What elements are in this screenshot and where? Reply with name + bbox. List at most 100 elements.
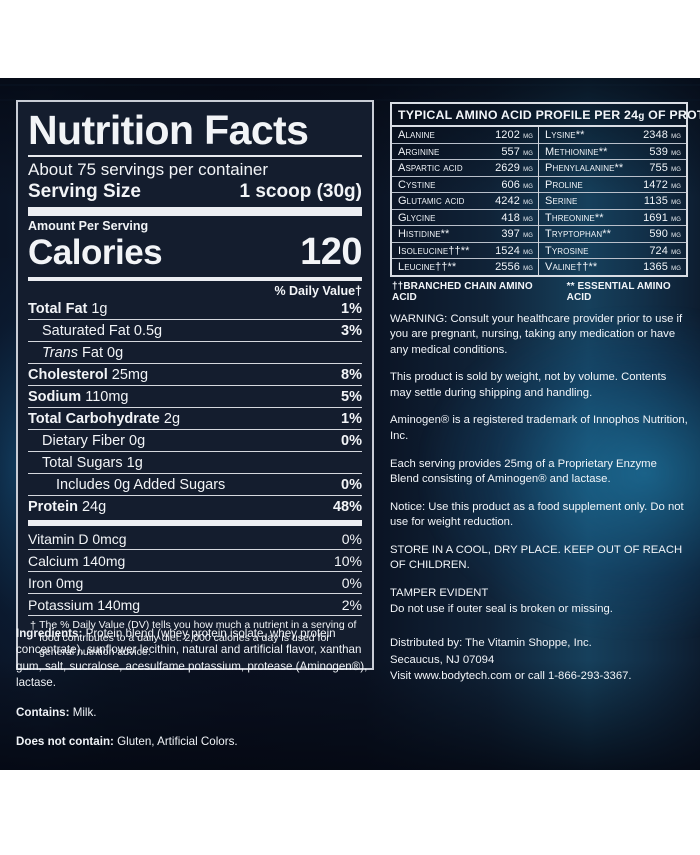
amino-acid-name: ARGININE xyxy=(398,145,440,158)
amino-acid-unit: MG xyxy=(523,196,533,206)
amino-acid-row: PROLINE 1472 MG xyxy=(539,177,686,193)
amino-acid-name: LEUCINE††** xyxy=(398,261,457,273)
ingredients-text: Protein blend (whey protein isolate, whe… xyxy=(16,627,368,690)
divider xyxy=(28,155,362,157)
amino-acid-unit: MG xyxy=(523,146,533,157)
amino-acid-unit: MG xyxy=(671,262,681,272)
amino-acid-name: PHENYLALANINE** xyxy=(545,162,624,174)
amino-acid-row: ALANINE 1202 MG xyxy=(392,127,538,144)
amino-acid-row: TRYPTOPHAN** 590 MG xyxy=(539,226,686,243)
amino-acid-legend: ††BRANCHED CHAIN AMINO ACID ** ESSENTIAL… xyxy=(390,277,688,303)
tamper-evident-block: TAMPER EVIDENT Do not use if outer seal i… xyxy=(390,586,688,617)
divider-thick-2 xyxy=(28,520,362,526)
nutrient-name: Trans Fat 0g xyxy=(42,344,124,361)
amino-acid-value: 606 MG xyxy=(501,178,533,191)
vitamin-row: Potassium 140mg 2% xyxy=(28,593,362,615)
contains-text: Milk. xyxy=(69,705,97,719)
amino-acid-value: 1202 MG xyxy=(495,129,533,141)
legend-eaa: ** ESSENTIAL AMINO ACID xyxy=(566,280,671,303)
nutrient-daily-value: 3% xyxy=(341,322,362,339)
serving-size-label: Serving Size xyxy=(28,181,141,202)
does-not-contain-line: Does not contain: Gluten, Artificial Col… xyxy=(16,734,388,750)
right-column: TYPICAL AMINO ACID PROFILE PER 24g OF PR… xyxy=(390,102,700,684)
amino-acid-unit: MG xyxy=(523,179,533,190)
tamper-evident-text: Do not use if outer seal is broken or mi… xyxy=(390,602,613,615)
distributor-contact: Visit www.bodytech.com or call 1-866-293… xyxy=(390,669,632,682)
distributor-address: Secaucus, NJ 07094 xyxy=(390,653,495,666)
nutrient-name: Total Fat 1g xyxy=(28,300,108,317)
ingredients-label: Ingredients: xyxy=(16,627,83,640)
nutrient-daily-value: 48% xyxy=(332,498,362,515)
nutrient-row: Sodium 110mg 5% xyxy=(28,385,362,407)
amino-acid-unit: MG xyxy=(671,196,681,206)
amino-column-left: ALANINE 1202 MG ARGININE 557 MG ASPARTIC ACI… xyxy=(392,127,539,275)
amino-acid-value: 1524 MG xyxy=(495,244,533,257)
distributor-name: Distributed by: The Vitamin Shoppe, Inc. xyxy=(390,637,592,650)
enzyme-blend-text: Each serving provides 25mg of a Propriet… xyxy=(390,457,657,486)
vitamin-name: Potassium 140mg xyxy=(28,596,141,613)
amino-acid-value: 2348 MG xyxy=(643,129,681,141)
amino-acid-value: 397 MG xyxy=(501,228,533,240)
amino-acid-value: 755 MG xyxy=(649,162,681,174)
daily-value-footnote: † The % Daily Value (DV) tells you how m… xyxy=(28,615,362,661)
does-not-contain-text: Gluten, Artificial Colors. xyxy=(113,735,238,749)
amino-acid-unit: MG xyxy=(671,146,681,157)
nutrient-daily-value: 0% xyxy=(341,476,362,493)
amino-acid-row: LEUCINE††** 2556 MG xyxy=(392,259,538,275)
amino-acid-unit: MG xyxy=(523,245,533,256)
tamper-evident-title: TAMPER EVIDENT xyxy=(390,587,489,600)
amino-acid-name: CYSTINE xyxy=(398,178,436,191)
vitamin-name: Iron 0mg xyxy=(28,574,84,591)
amino-acid-name: THREONINE** xyxy=(545,211,604,224)
amino-acid-unit: MG xyxy=(671,163,681,173)
legend-bcaa: ††BRANCHED CHAIN AMINO ACID xyxy=(392,280,533,303)
calories-row: Calories 120 xyxy=(28,231,362,274)
contains-label: Contains: xyxy=(16,705,70,719)
nutrient-name: Cholesterol 25mg xyxy=(28,366,149,383)
warnings-block: WARNING: Consult your healthcare provide… xyxy=(390,312,688,618)
amino-acid-name: GLUTAMIC ACID xyxy=(398,195,465,207)
nutrient-rows: Total Fat 1g 1% Saturated Fat 0.5g 3% Trans … xyxy=(28,298,362,517)
nutrient-name: Protein 24g xyxy=(28,498,107,515)
amino-acid-unit: MG xyxy=(671,229,681,239)
nutrition-facts-title: Nutrition Facts xyxy=(28,107,309,153)
serving-size-row: Serving Size 1 scoop (30g) xyxy=(28,181,362,203)
nutrient-daily-value: 1% xyxy=(341,410,362,427)
amino-column-right: LYSINE** 2348 MG METHIONINE** 539 MG PHENYLA… xyxy=(539,127,686,275)
amino-acid-name: PROLINE xyxy=(545,178,583,191)
nutrient-daily-value: 5% xyxy=(341,388,362,405)
notice-text: Notice: Use this product as a food suppl… xyxy=(390,500,684,529)
nutrient-daily-value: 1% xyxy=(341,300,362,317)
amino-acid-name: ASPARTIC ACID xyxy=(398,162,463,174)
vitamin-row: Vitamin D 0mcg 0% xyxy=(28,528,362,549)
background-glow-right xyxy=(420,308,700,638)
amino-acid-profile-header: TYPICAL AMINO ACID PROFILE PER 24g OF PR… xyxy=(392,104,700,125)
vitamin-daily-value: 0% xyxy=(341,574,362,591)
amino-acid-unit: MG xyxy=(671,245,681,256)
calories-label: Calories xyxy=(28,233,163,272)
nutrient-row: Includes 0g Added Sugars 0% xyxy=(28,473,362,495)
nutrient-daily-value: 0% xyxy=(341,432,362,449)
distributor-block: Distributed by: The Vitamin Shoppe, Inc.… xyxy=(390,635,688,684)
amino-acid-row: THREONINE** 1691 MG xyxy=(539,210,686,226)
background-vignette-bottom xyxy=(0,660,700,770)
amino-acid-name: ALANINE xyxy=(398,129,435,141)
nutrient-row: Trans Fat 0g xyxy=(28,341,362,363)
amino-acid-value: 557 MG xyxy=(501,145,533,158)
amino-acid-value: 590 MG xyxy=(649,228,681,240)
amino-acid-name: ISOLEUCINE††** xyxy=(398,244,470,257)
vitamin-name: Vitamin D 0mcg xyxy=(28,530,127,547)
nutrition-facts-panel: Nutrition Facts About 75 servings per co… xyxy=(16,100,374,671)
amino-acid-row: VALINE††** 1365 MG xyxy=(539,259,686,275)
amount-per-serving-label: Amount Per Serving xyxy=(28,219,149,233)
vitamin-row: Calcium 140mg 10% xyxy=(28,549,362,571)
amino-acid-name: SERINE xyxy=(545,195,578,207)
amino-acid-unit: MG xyxy=(523,212,533,223)
nutrient-row: Protein 24g 48% xyxy=(28,495,362,517)
nutrient-name: Total Carbohydrate 2g xyxy=(28,410,181,427)
amino-acid-unit: MG xyxy=(671,212,681,223)
vitamin-rows: Vitamin D 0mcg 0% Calcium 140mg 10% Iron 0mg… xyxy=(28,528,362,615)
amino-acid-unit: MG xyxy=(523,163,533,173)
warning-text: WARNING: Consult your healthcare provide… xyxy=(390,312,683,356)
amino-acid-value: 4242 MG xyxy=(495,195,533,207)
